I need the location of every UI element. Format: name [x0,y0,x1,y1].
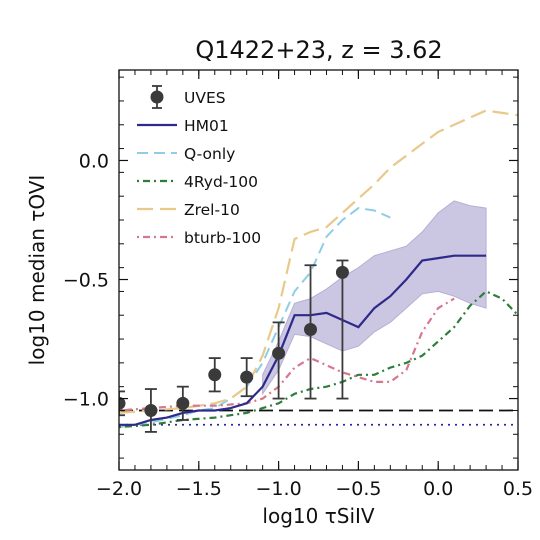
series-line-hm01 [119,254,487,426]
x-tick-label: −0.5 [335,478,381,500]
legend-label-uves: UVES [184,89,226,107]
x-tick-label: −2.0 [96,478,142,500]
uves-point [176,396,190,410]
y-tick-label: −0.5 [63,270,109,292]
uves-point [272,346,286,360]
x-tick-label: 0.0 [423,478,453,500]
legend-label-bturb-100: bturb-100 [184,229,261,247]
hm01-band [262,200,487,396]
x-axis-label: log10 τSiIV [262,504,374,528]
uves-point [208,368,222,382]
legend-label-q-only: Q-only [184,145,235,163]
y-tick-label: 0.0 [79,150,109,172]
x-tick-label: −1.5 [176,478,222,500]
legend-label-zrel-10: Zrel-10 [184,201,240,219]
uves-point [119,396,126,410]
series-line-zrel-10 [119,109,518,414]
legend-uves-marker [150,90,164,104]
plot-frame [118,69,519,471]
y-tick-label: −1.0 [63,389,109,411]
chart-title: Q1422+23, z = 3.62 [195,36,442,64]
series-line-q-only [119,207,391,429]
x-tick-label: −1.0 [256,478,302,500]
uves-point [304,323,318,337]
x-tick-label: 0.5 [503,478,533,500]
legend-label-hm01: HM01 [184,117,229,135]
uves-point [144,403,158,417]
y-axis-label: log10 median τOVI [25,175,49,366]
uves-point [335,265,349,279]
legend-label-4ryd-100: 4Ryd-100 [184,173,258,191]
axes: −2.0 −1.5 −1.0 −0.5 0.0 0.5 −1.0 −0.5 0.0 log10 τ… [25,69,533,528]
series-line-bturb-100 [119,297,455,412]
plot-area [119,109,518,433]
legend: UVES HM01 Q-only 4Ryd-100 Zrel-10 bturb-100 [137,85,261,247]
uves-point [240,370,254,384]
